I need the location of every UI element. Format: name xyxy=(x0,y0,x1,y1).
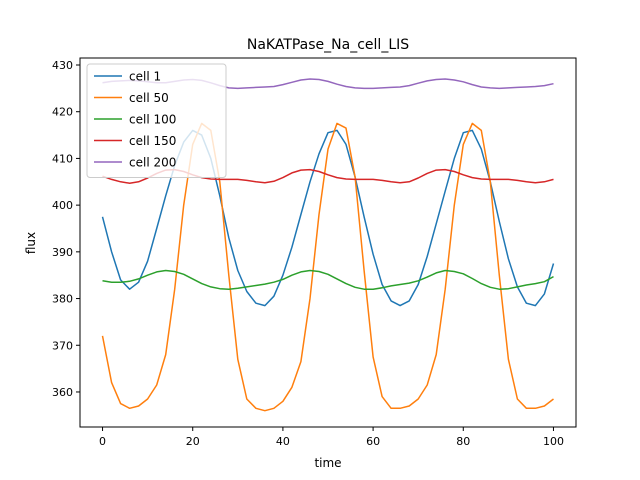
chart-title: NaKATPase_Na_cell_LIS xyxy=(247,37,409,53)
x-tick-label: 60 xyxy=(366,435,380,448)
legend-box xyxy=(86,63,227,178)
x-tick-label: 100 xyxy=(543,435,564,448)
x-axis: 0 20 40 60 80 100 xyxy=(99,427,564,448)
axes-frame xyxy=(79,57,577,428)
x-tick-label: 80 xyxy=(456,435,470,448)
series-line-cell-100 xyxy=(102,269,554,290)
y-tick-label: 430 xyxy=(52,59,73,72)
legend: cell 1 cell 50 cell 100 cell 150 cell 200 xyxy=(86,63,227,178)
y-axis-label: flux xyxy=(24,232,38,254)
x-tick-label: 40 xyxy=(276,435,290,448)
y-tick-label: 380 xyxy=(52,293,73,306)
series-line-cell-50 xyxy=(101,122,554,412)
legend-label: cell 1 xyxy=(129,70,161,84)
y-tick-label: 390 xyxy=(52,246,73,259)
y-tick-label: 360 xyxy=(52,386,73,399)
x-tick-label: 0 xyxy=(99,435,106,448)
y-tick-label: 410 xyxy=(52,152,73,165)
y-tick-label: 370 xyxy=(52,339,73,352)
y-tick-label: 400 xyxy=(52,199,73,212)
legend-label: cell 150 xyxy=(129,134,176,148)
legend-label: cell 50 xyxy=(129,91,169,105)
x-tick-label: 20 xyxy=(186,435,200,448)
legend-label: cell 100 xyxy=(129,113,176,127)
legend-label: cell 200 xyxy=(129,156,176,170)
y-tick-label: 420 xyxy=(52,106,73,119)
x-axis-label: time xyxy=(314,456,341,470)
y-axis: 360 370 380 390 400 410 420 430 xyxy=(52,59,80,399)
